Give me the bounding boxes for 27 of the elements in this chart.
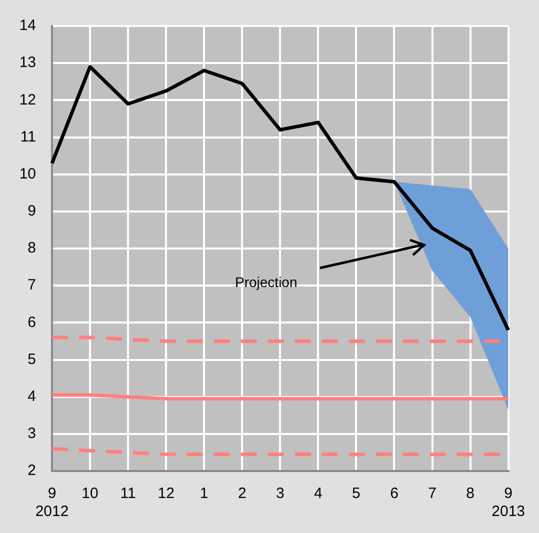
annotation: Projection [235, 274, 298, 290]
x-tick-label: 9 2012 [35, 485, 69, 520]
x-tick-label: 9 2013 [492, 485, 526, 520]
y-tick-label: 4 [28, 388, 36, 405]
y-tick-label: 7 [28, 276, 36, 294]
x-tick-label: 5 [352, 485, 360, 502]
x-tick-label: 11 [120, 485, 136, 502]
x-tick-label: 1 [200, 485, 208, 502]
y-tick-label: 12 [19, 91, 36, 108]
y-tick-label: 8 [28, 240, 36, 257]
x-tick-label: 6 [390, 485, 398, 502]
x-tick-label: 7 [428, 485, 436, 502]
x-tick-label: 12 [158, 485, 174, 502]
y-tick-label: 6 [28, 314, 36, 331]
y-tick-label: 13 [19, 54, 36, 72]
x-tick-label: 3 [276, 485, 284, 502]
x-tick-label: 2 [238, 485, 246, 502]
y-tick-label: 5 [28, 350, 36, 368]
y-tick-label: 11 [20, 128, 36, 146]
y-tick-label: 2 [28, 462, 36, 480]
y-tick-label: 14 [19, 17, 36, 34]
x-tick-label: 8 [466, 485, 474, 502]
y-tick-label: 9 [28, 202, 36, 220]
y-tick-label: 10 [19, 165, 36, 182]
x-tick-label: 4 [314, 485, 322, 502]
y-tick-label: 3 [28, 425, 36, 442]
x-tick-label: 10 [82, 485, 98, 502]
